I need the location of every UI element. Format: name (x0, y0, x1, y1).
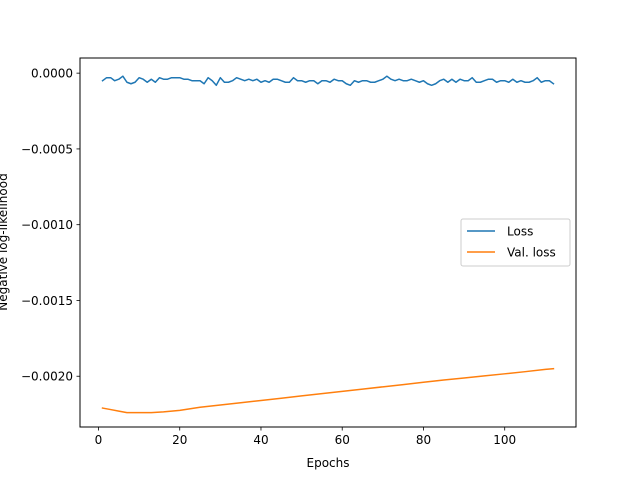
y-axis-label: Negative log-likelihood (0, 173, 10, 310)
y-tick-label: 0.0000 (31, 67, 73, 81)
y-axis: 0.0000 −0.0005 −0.0010 −0.0015 −0.0020 (21, 67, 80, 384)
legend-label-0: Loss (507, 225, 533, 239)
x-tick-label: 80 (416, 433, 431, 447)
x-tick-label: 100 (493, 433, 516, 447)
x-tick-label: 0 (95, 433, 103, 447)
plot-area (101, 75, 555, 414)
series-line-0 (101, 75, 555, 87)
x-axis-label: Epochs (307, 456, 350, 470)
x-tick-label: 40 (253, 433, 268, 447)
x-axis: 0 20 40 60 80 100 (95, 427, 516, 447)
y-tick-label: −0.0015 (21, 294, 73, 308)
legend-label-1: Val. loss (507, 246, 556, 260)
y-tick-label: −0.0005 (21, 142, 73, 156)
series-line-1 (101, 367, 555, 414)
x-tick-label: 60 (335, 433, 350, 447)
legend: Loss Val. loss (460, 218, 571, 267)
axes-frame (79, 57, 577, 428)
x-tick-label: 20 (172, 433, 187, 447)
y-tick-label: −0.0010 (21, 218, 73, 232)
y-tick-label: −0.0020 (21, 370, 73, 384)
